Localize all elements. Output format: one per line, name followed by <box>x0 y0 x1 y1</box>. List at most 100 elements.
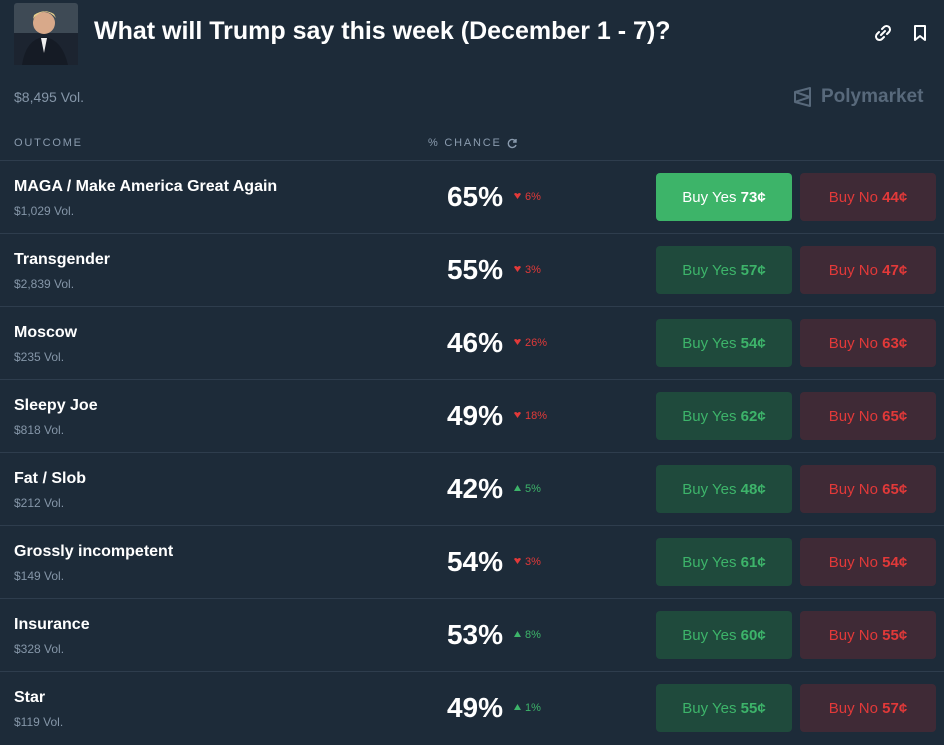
outcome-row: Insurance $328 Vol. 53% 8% Buy Yes 60¢ Buy No… <box>0 598 944 672</box>
market-volume: $8,495 Vol. <box>14 89 85 105</box>
buy-yes-button[interactable]: Buy Yes 55¢ <box>656 684 792 732</box>
outcome-name: Insurance <box>14 616 90 633</box>
outcome-row: Sleepy Joe $818 Vol. 49% 18% Buy Yes 62¢ Buy … <box>0 379 944 453</box>
yes-price: 61¢ <box>740 553 766 571</box>
outcome-volume: $212 Vol. <box>14 496 65 510</box>
outcome-volume: $235 Vol. <box>14 350 65 364</box>
outcome-name: Moscow <box>14 324 78 341</box>
yes-price: 62¢ <box>740 407 766 425</box>
change-value: 18% <box>525 410 548 422</box>
no-price: 65¢ <box>882 480 908 498</box>
market-image <box>14 3 78 65</box>
buy-no-button[interactable]: Buy No 57¢ <box>800 684 936 732</box>
outcome-name: Star <box>14 689 46 706</box>
outcome-chance: 55% <box>446 254 503 285</box>
chance-change: 6% <box>513 191 541 203</box>
buy-yes-label: Buy Yes <box>682 699 737 717</box>
no-price: 44¢ <box>882 188 908 206</box>
buy-yes-label: Buy Yes <box>682 188 737 206</box>
outcome-row: Moscow $235 Vol. 46% 26% Buy Yes 54¢ Buy No 6… <box>0 306 944 380</box>
change-value: 6% <box>525 191 541 203</box>
outcome-chance: 53% <box>446 619 503 650</box>
yes-price: 60¢ <box>740 626 766 644</box>
buy-yes-button[interactable]: Buy Yes 57¢ <box>656 246 792 294</box>
buy-no-label: Buy No <box>828 407 878 425</box>
change-value: 3% <box>525 556 541 568</box>
change-arrow <box>514 485 521 491</box>
buy-no-button[interactable]: Buy No 44¢ <box>800 173 936 221</box>
yes-price: 73¢ <box>740 188 766 206</box>
buy-yes-button[interactable]: Buy Yes 62¢ <box>656 392 792 440</box>
bookmark-icon[interactable] <box>910 23 930 43</box>
buy-no-label: Buy No <box>828 553 878 571</box>
buy-yes-button[interactable]: Buy Yes 54¢ <box>656 319 792 367</box>
buy-no-button[interactable]: Buy No 63¢ <box>800 319 936 367</box>
change-value: 3% <box>525 264 541 276</box>
market-title: What will Trump say this week (December … <box>94 17 671 45</box>
change-arrow <box>514 558 521 564</box>
buy-no-label: Buy No <box>828 480 878 498</box>
buy-yes-button[interactable]: Buy Yes 73¢ <box>656 173 792 221</box>
change-value: 5% <box>525 483 541 495</box>
chance-change: 3% <box>513 264 541 276</box>
no-price: 65¢ <box>882 407 908 425</box>
buy-yes-label: Buy Yes <box>682 334 737 352</box>
buy-no-label: Buy No <box>828 188 878 206</box>
chance-header: % CHANCE <box>428 137 502 149</box>
chance-change: 3% <box>513 556 541 568</box>
buy-no-label: Buy No <box>828 626 878 644</box>
refresh-icon[interactable] <box>506 137 518 149</box>
buy-no-button[interactable]: Buy No 65¢ <box>800 392 936 440</box>
chance-change: 18% <box>513 410 547 422</box>
outcome-chance: 46% <box>446 327 503 358</box>
chance-change: 1% <box>513 702 541 714</box>
outcome-volume: $818 Vol. <box>14 423 65 437</box>
yes-price: 57¢ <box>740 261 766 279</box>
buy-no-label: Buy No <box>828 699 878 717</box>
buy-yes-button[interactable]: Buy Yes 48¢ <box>656 465 792 513</box>
outcome-chance: 65% <box>446 181 503 212</box>
buy-yes-label: Buy Yes <box>682 261 737 279</box>
buy-no-button[interactable]: Buy No 47¢ <box>800 246 936 294</box>
outcome-volume: $328 Vol. <box>14 642 65 656</box>
buy-yes-label: Buy Yes <box>682 553 737 571</box>
buy-no-button[interactable]: Buy No 65¢ <box>800 465 936 513</box>
outcome-name: MAGA / Make America Great Again <box>14 178 278 195</box>
change-value: 1% <box>525 702 541 714</box>
change-arrow <box>514 704 521 710</box>
outcome-row: Grossly incompetent $149 Vol. 54% 3% Buy Yes… <box>0 525 944 599</box>
brand-logo <box>794 87 811 107</box>
outcome-row: Fat / Slob $212 Vol. 42% 5% Buy Yes 48¢ Buy N… <box>0 452 944 526</box>
link-icon[interactable] <box>873 23 893 43</box>
brand-name: Polymarket <box>821 86 924 107</box>
no-price: 57¢ <box>882 699 908 717</box>
buy-yes-button[interactable]: Buy Yes 61¢ <box>656 538 792 586</box>
outcome-header: OUTCOME <box>14 137 83 149</box>
no-price: 55¢ <box>882 626 908 644</box>
buy-yes-button[interactable]: Buy Yes 60¢ <box>656 611 792 659</box>
change-arrow <box>514 631 521 637</box>
yes-price: 55¢ <box>740 699 766 717</box>
change-value: 26% <box>525 337 548 349</box>
buy-no-button[interactable]: Buy No 55¢ <box>800 611 936 659</box>
outcome-row: MAGA / Make America Great Again $1,029 Vo… <box>0 160 944 234</box>
outcome-row: Transgender $2,839 Vol. 55% 3% Buy Yes 57¢ Bu… <box>0 233 944 307</box>
outcome-chance: 54% <box>446 546 503 577</box>
outcome-volume: $2,839 Vol. <box>14 277 75 291</box>
buy-no-button[interactable]: Buy No 54¢ <box>800 538 936 586</box>
no-price: 54¢ <box>882 553 908 571</box>
outcome-chance: 42% <box>446 473 503 504</box>
change-value: 8% <box>525 629 541 641</box>
outcome-name: Fat / Slob <box>14 470 86 487</box>
buy-yes-label: Buy Yes <box>682 407 737 425</box>
yes-price: 48¢ <box>740 480 766 498</box>
outcome-chance: 49% <box>446 692 503 723</box>
outcome-name: Grossly incompetent <box>14 543 174 560</box>
buy-yes-label: Buy Yes <box>682 626 737 644</box>
outcome-row: Star $119 Vol. 49% 1% Buy Yes 55¢ Buy No 57¢ <box>0 671 944 745</box>
yes-price: 54¢ <box>740 334 766 352</box>
chance-change: 8% <box>513 629 541 641</box>
chance-change: 26% <box>513 337 547 349</box>
change-arrow <box>514 339 521 345</box>
